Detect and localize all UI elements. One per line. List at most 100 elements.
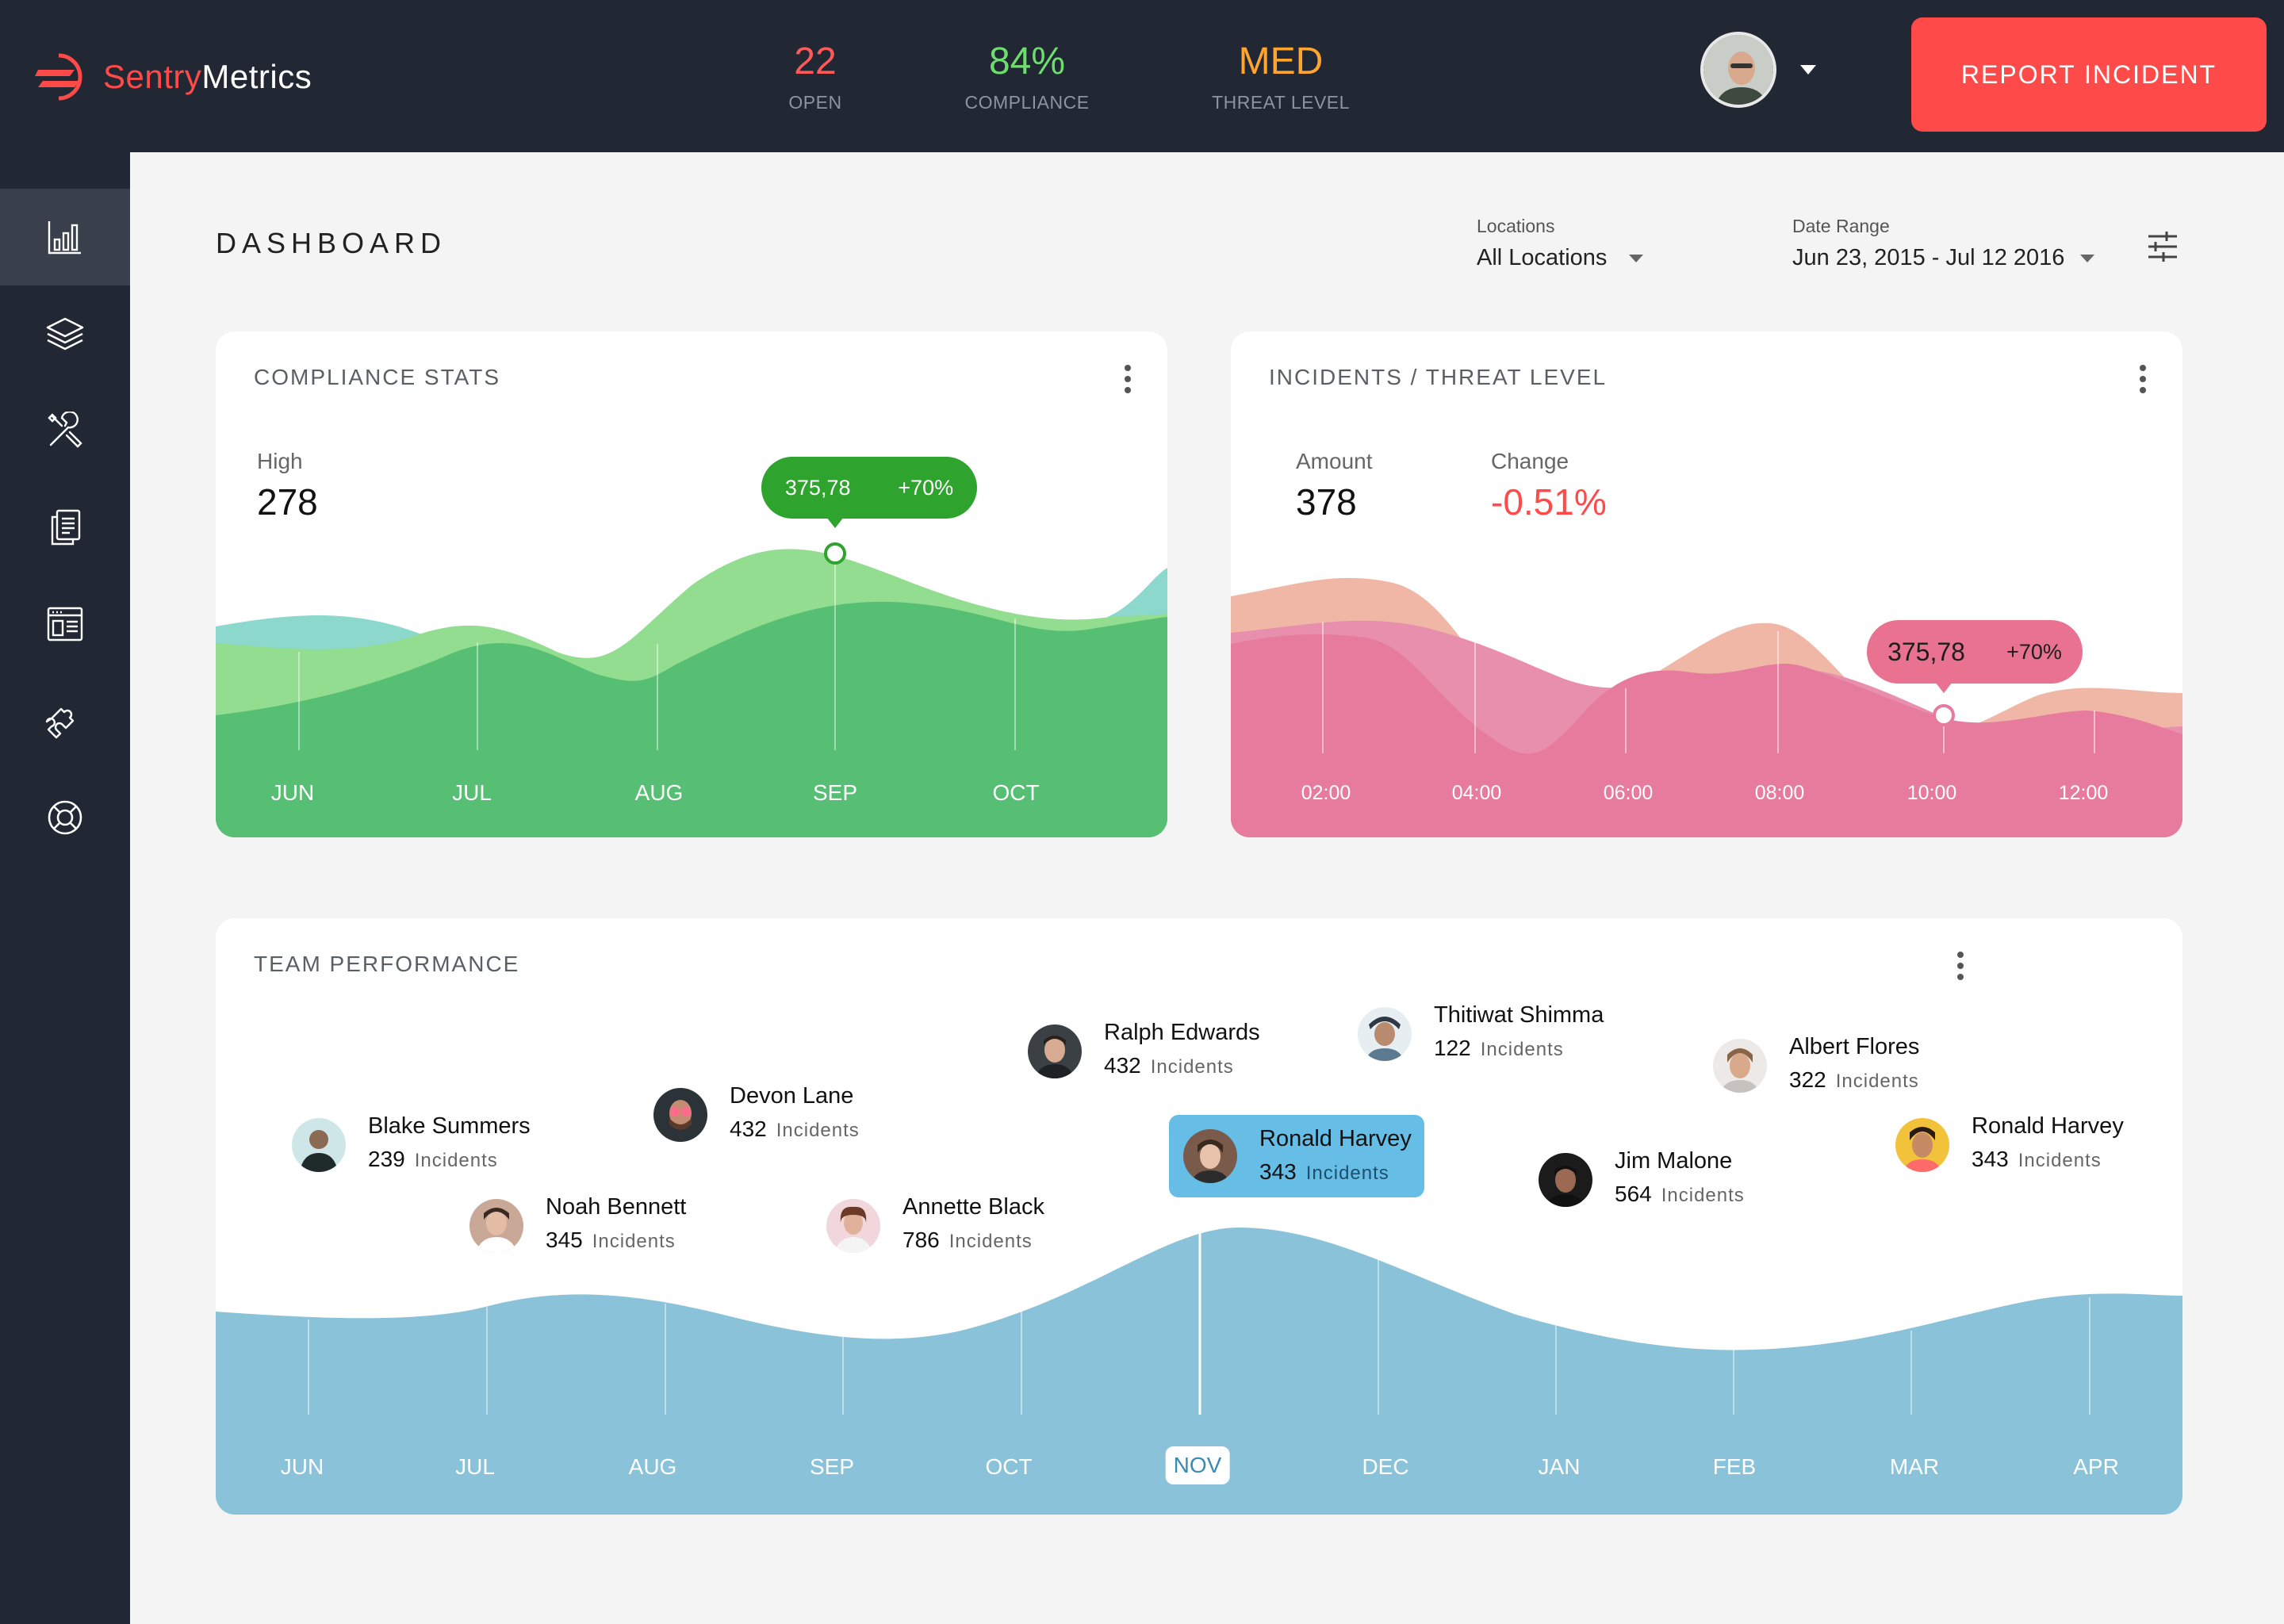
avatar (292, 1118, 346, 1172)
x-tick-label: 04:00 (1451, 782, 1502, 804)
bar-chart-icon (48, 221, 81, 255)
date-range-filter[interactable]: Date Range Jun 23, 2015 - Jul 12 2016 (1792, 216, 2095, 271)
team-member[interactable]: Thitiwat Shimma 122 Incidents (1358, 1002, 1643, 1066)
x-tick-label: SEP (812, 780, 858, 805)
lifebuoy-icon (48, 800, 82, 835)
more-options-icon[interactable] (1120, 362, 1136, 396)
x-tick-label: OCT (992, 780, 1040, 805)
x-tick-label: OCT (985, 1454, 1033, 1479)
tooltip-change: +70% (2006, 639, 2062, 664)
x-tick-label: MAR (1889, 1454, 1940, 1479)
x-tick-label: JUN (270, 780, 315, 805)
top-bar: SentryMetrics 22 OPEN 84% COMPLIANCE MED… (0, 0, 2284, 152)
team-gridlines (308, 1251, 2090, 1415)
avatar (1358, 1007, 1412, 1061)
member-name: Ronald Harvey (1972, 1113, 2124, 1139)
x-tick-label: 06:00 (1603, 782, 1654, 804)
more-options-icon[interactable] (1953, 948, 1968, 983)
incidents-tooltip: 375,78 +70% (1867, 620, 2083, 684)
compliance-tooltip: 375,78 +70% (761, 457, 977, 519)
incidents-word: Incidents (1835, 1071, 1919, 1092)
avatar (1539, 1153, 1592, 1207)
tooltip-pointer-icon (1935, 682, 1953, 693)
x-tick-label: AUG (634, 780, 684, 805)
x-tick-label: JAN (1538, 1454, 1581, 1479)
sidebar-item-support[interactable] (0, 769, 130, 866)
compliance-area-front (216, 601, 1167, 837)
member-name: Annette Black (902, 1194, 1044, 1220)
x-tick-label: 12:00 (2058, 782, 2109, 804)
selected-month-pill[interactable]: NOV (1165, 1446, 1230, 1484)
metric-value: -0.51% (1491, 481, 1607, 523)
sidebar-item-documents[interactable] (0, 479, 130, 576)
logo[interactable]: SentryMetrics (35, 49, 312, 105)
logo-text: SentryMetrics (103, 58, 312, 96)
sidebar (0, 152, 130, 1624)
member-incidents: 786 Incidents (902, 1228, 1033, 1253)
locations-select[interactable]: All Locations (1477, 245, 1644, 271)
filter-settings-icon[interactable] (2146, 230, 2179, 263)
card-title: COMPLIANCE STATS (254, 365, 501, 389)
x-tick-label: JUL (455, 1454, 495, 1479)
team-member[interactable]: Noah Bennett 345 Incidents (469, 1194, 707, 1258)
locations-filter[interactable]: Locations All Locations (1477, 216, 1644, 271)
sidebar-item-dashboard[interactable] (0, 189, 130, 285)
card-title: TEAM PERFORMANCE (254, 952, 520, 976)
team-member[interactable]: Blake Summers 239 Incidents (292, 1113, 561, 1177)
more-options-icon[interactable] (2135, 362, 2151, 396)
logo-text-metrics: Metrics (201, 58, 312, 95)
avatar (653, 1088, 707, 1142)
member-incidents: 343 Incidents (1972, 1147, 2102, 1172)
user-avatar[interactable] (1700, 32, 1776, 108)
report-incident-button[interactable]: REPORT INCIDENT (1911, 17, 2267, 132)
incidents-gridlines (1322, 596, 2095, 753)
sidebar-item-layers[interactable] (0, 285, 130, 382)
compliance-stat-value: 84% (988, 40, 1066, 82)
team-member-selected[interactable]: Ronald Harvey 343 Incidents (1169, 1115, 1424, 1197)
date-range-select[interactable]: Jun 23, 2015 - Jul 12 2016 (1792, 245, 2095, 271)
team-member[interactable]: Annette Black 786 Incidents (826, 1194, 1088, 1258)
sidebar-item-tools[interactable] (0, 382, 130, 479)
member-name: Albert Flores (1789, 1034, 1920, 1059)
browser-window-icon (47, 607, 83, 642)
threat-level-stat-label: THREAT LEVEL (1212, 92, 1350, 113)
compliance-gridlines (298, 553, 1016, 750)
user-menu-caret-icon[interactable] (1800, 65, 1816, 75)
tooltip-value: 375,78 (784, 475, 851, 500)
user-avatar-icon (1703, 35, 1773, 105)
metric-value: 278 (257, 481, 318, 523)
avatar (826, 1199, 880, 1253)
member-name: Thitiwat Shimma (1434, 1002, 1604, 1028)
team-member[interactable]: Jim Malone 564 Incidents (1539, 1148, 1792, 1212)
member-incidents: 122 Incidents (1434, 1036, 1564, 1061)
open-stat: 22 OPEN (761, 38, 869, 113)
x-tick-label: SEP (809, 1454, 855, 1479)
member-count: 564 (1615, 1182, 1652, 1206)
team-member[interactable]: Albert Flores 322 Incidents (1713, 1034, 1967, 1097)
sidebar-item-plugins[interactable] (0, 672, 130, 769)
team-member[interactable]: Ralph Edwards 432 Incidents (1028, 1020, 1297, 1083)
metric-label: Change (1491, 449, 1569, 473)
change-metric: Change -0.51% (1491, 449, 1607, 523)
member-name: Ralph Edwards (1104, 1020, 1260, 1045)
sidebar-item-browser[interactable] (0, 576, 130, 672)
avatar (1183, 1129, 1237, 1183)
member-count: 122 (1434, 1036, 1471, 1060)
member-incidents: 345 Incidents (546, 1228, 676, 1253)
member-count: 343 (1259, 1159, 1297, 1184)
sentry-logo-icon (35, 53, 82, 101)
x-tick-label: APR (2073, 1454, 2119, 1479)
threat-level-stat: MED THREAT LEVEL (1198, 38, 1364, 113)
incidents-word: Incidents (592, 1231, 676, 1252)
layers-icon (46, 317, 84, 350)
x-tick-label: AUG (628, 1454, 677, 1479)
card-title: INCIDENTS / THREAT LEVEL (1269, 365, 1608, 389)
compliance-stat-label: COMPLIANCE (964, 92, 1090, 113)
avatar (1713, 1039, 1767, 1093)
x-tick-label: FEB (1712, 1454, 1757, 1479)
team-member[interactable]: Ronald Harvey 343 Incidents (1895, 1113, 2149, 1177)
locations-filter-label: Locations (1477, 216, 1555, 236)
team-member[interactable]: Devon Lane 432 Incidents (653, 1083, 891, 1147)
compliance-stats-card: COMPLIANCE STATS High 278 375,78 +70% JU… (216, 331, 1167, 837)
member-name: Noah Bennett (546, 1194, 687, 1220)
